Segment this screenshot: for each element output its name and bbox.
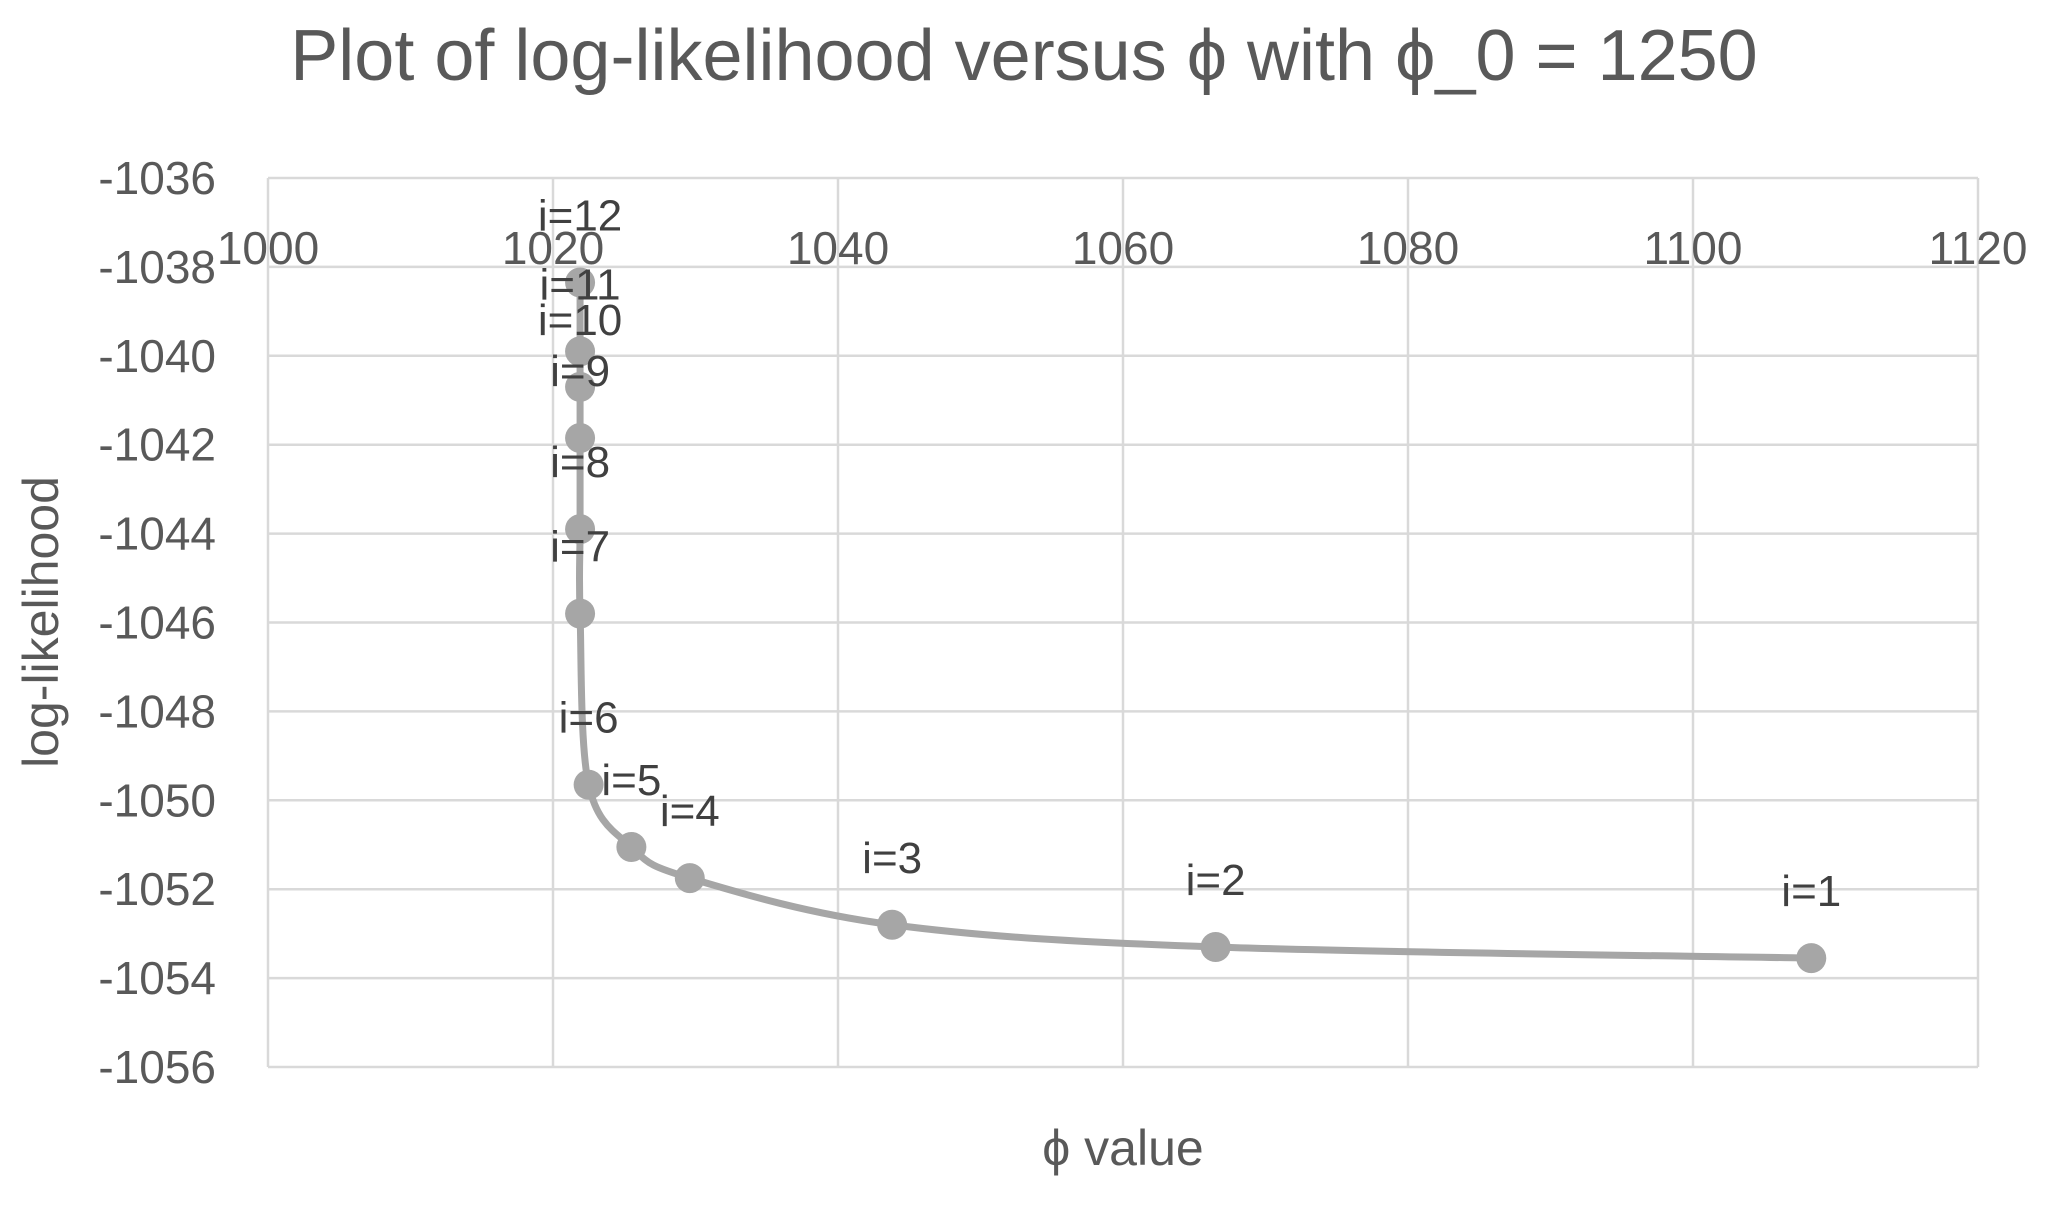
data-label: i=4 xyxy=(660,787,720,836)
y-tick-label: -1046 xyxy=(98,597,216,649)
data-label: i=1 xyxy=(1781,867,1841,916)
x-tick-label: 1060 xyxy=(1072,222,1174,274)
data-point xyxy=(1200,931,1231,962)
y-tick-label: -1048 xyxy=(98,685,216,737)
data-label: i=11 xyxy=(539,260,620,309)
data-point xyxy=(565,514,596,545)
data-point xyxy=(573,769,604,800)
data-label: i=7 xyxy=(550,523,610,572)
data-point xyxy=(616,831,647,862)
data-label: i=6 xyxy=(559,694,619,743)
x-tick-label: 1000 xyxy=(217,222,319,274)
data-points xyxy=(565,267,1827,974)
data-point xyxy=(565,371,596,402)
data-label: i=8 xyxy=(550,438,610,487)
x-tick-label: 1100 xyxy=(1644,222,1743,274)
y-tick-label: -1056 xyxy=(98,1041,216,1093)
data-point xyxy=(1796,943,1827,974)
x-tick-label: 1020 xyxy=(502,222,604,274)
data-point xyxy=(674,863,705,894)
data-point xyxy=(565,423,596,454)
y-tick-label: -1038 xyxy=(98,241,216,293)
tick-labels: -1036 -1038 -1040 -1042 -1044 -1046 -1048 -1050… xyxy=(98,152,2027,1093)
y-tick-label: -1052 xyxy=(98,863,216,915)
gridlines xyxy=(266,176,1980,1069)
y-tick-label: -1050 xyxy=(98,774,216,826)
data-label: i=10 xyxy=(538,296,622,345)
x-tick-label: 1080 xyxy=(1357,222,1459,274)
x-axis-title: ϕ value xyxy=(1042,1120,1203,1176)
y-tick-label: -1042 xyxy=(98,419,216,471)
data-label: i=12 xyxy=(538,191,622,240)
data-point xyxy=(565,336,596,367)
y-tick-label: -1054 xyxy=(98,952,216,1004)
x-tick-label: 1040 xyxy=(787,222,889,274)
data-point xyxy=(565,598,596,629)
y-tick-label: -1044 xyxy=(98,508,216,560)
data-label: i=5 xyxy=(601,756,661,805)
data-point xyxy=(877,909,908,940)
data-label: i=3 xyxy=(862,834,922,883)
chart-title: Plot of log-likelihood versus ϕ with ϕ_0… xyxy=(290,16,1757,96)
x-tick-label: 1120 xyxy=(1929,222,2028,274)
y-tick-label: -1040 xyxy=(98,330,216,382)
data-labels: i=1 i=2 i=3 i=4i=5 i=6 i=7 i=8 i=9i=10i=11 i=12 xyxy=(538,191,1841,916)
data-label: i=9 xyxy=(550,347,610,396)
y-axis-title: log-likelihood xyxy=(13,476,69,768)
y-tick-label: -1036 xyxy=(98,152,216,204)
data-point xyxy=(565,267,596,298)
data-label: i=2 xyxy=(1186,856,1246,905)
